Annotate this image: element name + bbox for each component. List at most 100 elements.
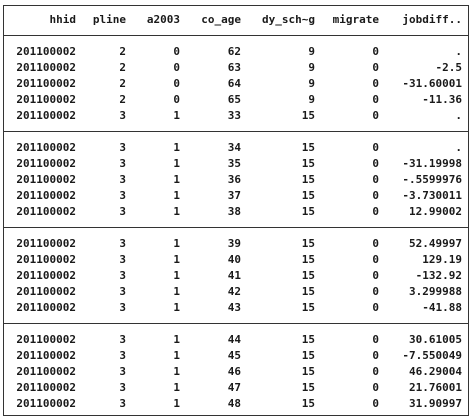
cell-co-age: 34 (227, 141, 241, 154)
cell-migrate: 0 (372, 109, 379, 122)
cell-jobdiff: -41.88 (422, 301, 462, 314)
cell-co-age: 42 (227, 285, 241, 298)
cell-co-age: 48 (227, 397, 241, 410)
cell-jobdiff: 129.19 (422, 253, 462, 266)
cell-hhid: 201100002 (16, 205, 76, 218)
table-row: 201100002 3 1 46 15 0 46.29004 (4, 364, 468, 380)
cell-a2003: 1 (173, 269, 180, 282)
cell-co-age: 39 (227, 237, 241, 250)
cell-migrate: 0 (372, 157, 379, 170)
table-row: 201100002 3 1 34 15 0. (4, 140, 468, 156)
cell-co-age: 63 (227, 61, 241, 74)
table-row: 201100002 3 1 39 15 0 52.49997 (4, 236, 468, 252)
cell-pline: 3 (119, 285, 126, 298)
table-row: 201100002 2 0 65 9 0 -11.36 (4, 92, 468, 108)
cell-dy-sch: 15 (301, 269, 315, 282)
cell-pline: 3 (119, 301, 126, 314)
cell-migrate: 0 (372, 237, 379, 250)
cell-pline: 3 (119, 237, 126, 250)
cell-a2003: 0 (173, 45, 180, 58)
cell-pline: 3 (119, 157, 126, 170)
cell-pline: 2 (119, 45, 126, 58)
table-row: 201100002 3 1 45 15 0 -7.550049 (4, 348, 468, 364)
cell-pline: 2 (119, 93, 126, 106)
cell-hhid: 201100002 (16, 109, 76, 122)
cell-migrate: 0 (372, 93, 379, 106)
cell-co-age: 43 (227, 301, 241, 314)
cell-jobdiff: 3.299988 (409, 285, 462, 298)
cell-jobdiff: -132.92 (415, 269, 462, 282)
column-header-hhid: hhid (49, 13, 77, 26)
cell-pline: 3 (119, 141, 126, 154)
cell-a2003: 1 (173, 237, 180, 250)
cell-co-age: 62 (227, 45, 241, 58)
cell-jobdiff: 52.49997 (409, 237, 462, 250)
table-row: 201100002 3 1 38 15 0 12.99002 (4, 204, 468, 220)
cell-pline: 3 (119, 173, 126, 186)
cell-migrate: 0 (372, 141, 379, 154)
cell-a2003: 1 (173, 365, 180, 378)
cell-pline: 3 (119, 269, 126, 282)
cell-migrate: 0 (372, 269, 379, 282)
cell-jobdiff: -31.60001 (402, 77, 462, 90)
cell-dy-sch: 15 (301, 253, 315, 266)
cell-hhid: 201100002 (16, 93, 76, 106)
cell-co-age: 47 (227, 381, 241, 394)
cell-hhid: 201100002 (16, 365, 76, 378)
cell-migrate: 0 (372, 61, 379, 74)
cell-hhid: 201100002 (16, 173, 76, 186)
table-row: 201100002 2 0 64 9 0 -31.60001 (4, 76, 468, 92)
cell-hhid: 201100002 (16, 61, 76, 74)
cell-dy-sch: 15 (301, 189, 315, 202)
cell-co-age: 46 (227, 365, 241, 378)
cell-jobdiff: 12.99002 (409, 205, 462, 218)
cell-a2003: 1 (173, 301, 180, 314)
data-listing-table: hhid pline a2003 co_age dy_sch~g migrate… (3, 5, 469, 416)
cell-dy-sch: 15 (301, 109, 315, 122)
cell-jobdiff: -3.730011 (402, 189, 462, 202)
cell-pline: 2 (119, 61, 126, 74)
table-row: 201100002 3 1 42 15 0 3.299988 (4, 284, 468, 300)
cell-hhid: 201100002 (16, 333, 76, 346)
cell-hhid: 201100002 (16, 189, 76, 202)
group-separator (4, 323, 468, 324)
table-row: 201100002 3 1 44 15 0 30.61005 (4, 332, 468, 348)
column-header-pline: pline (92, 13, 126, 26)
cell-a2003: 0 (173, 77, 180, 90)
cell-migrate: 0 (372, 77, 379, 90)
cell-dy-sch: 15 (301, 349, 315, 362)
cell-hhid: 201100002 (16, 141, 76, 154)
cell-dy-sch: 15 (301, 381, 315, 394)
cell-pline: 3 (119, 397, 126, 410)
cell-hhid: 201100002 (16, 157, 76, 170)
cell-migrate: 0 (372, 189, 379, 202)
cell-dy-sch: 15 (301, 365, 315, 378)
cell-co-age: 36 (227, 173, 241, 186)
column-header-dy-sch: dy_sch~g (262, 13, 315, 26)
cell-co-age: 41 (227, 269, 241, 282)
table-row: 201100002 3 1 36 15 0 -.5599976 (4, 172, 468, 188)
header-row: hhid pline a2003 co_age dy_sch~g migrate… (4, 12, 468, 28)
cell-migrate: 0 (372, 397, 379, 410)
cell-jobdiff: 46.29004 (409, 365, 462, 378)
cell-dy-sch: 9 (308, 61, 315, 74)
cell-jobdiff: -.5599976 (402, 173, 462, 186)
cell-hhid: 201100002 (16, 269, 76, 282)
cell-jobdiff: 21.76001 (409, 381, 462, 394)
cell-dy-sch: 15 (301, 397, 315, 410)
cell-dy-sch: 15 (301, 157, 315, 170)
cell-dy-sch: 15 (301, 285, 315, 298)
cell-pline: 3 (119, 189, 126, 202)
group-separator (4, 227, 468, 228)
cell-hhid: 201100002 (16, 285, 76, 298)
cell-co-age: 40 (227, 253, 241, 266)
cell-hhid: 201100002 (16, 77, 76, 90)
table-row: 201100002 3 1 35 15 0 -31.19998 (4, 156, 468, 172)
group-separator (4, 131, 468, 132)
cell-migrate: 0 (372, 253, 379, 266)
cell-migrate: 0 (372, 333, 379, 346)
cell-hhid: 201100002 (16, 397, 76, 410)
column-header-jobdiff: jobdiff.. (402, 13, 462, 26)
cell-pline: 3 (119, 365, 126, 378)
cell-pline: 3 (119, 253, 126, 266)
